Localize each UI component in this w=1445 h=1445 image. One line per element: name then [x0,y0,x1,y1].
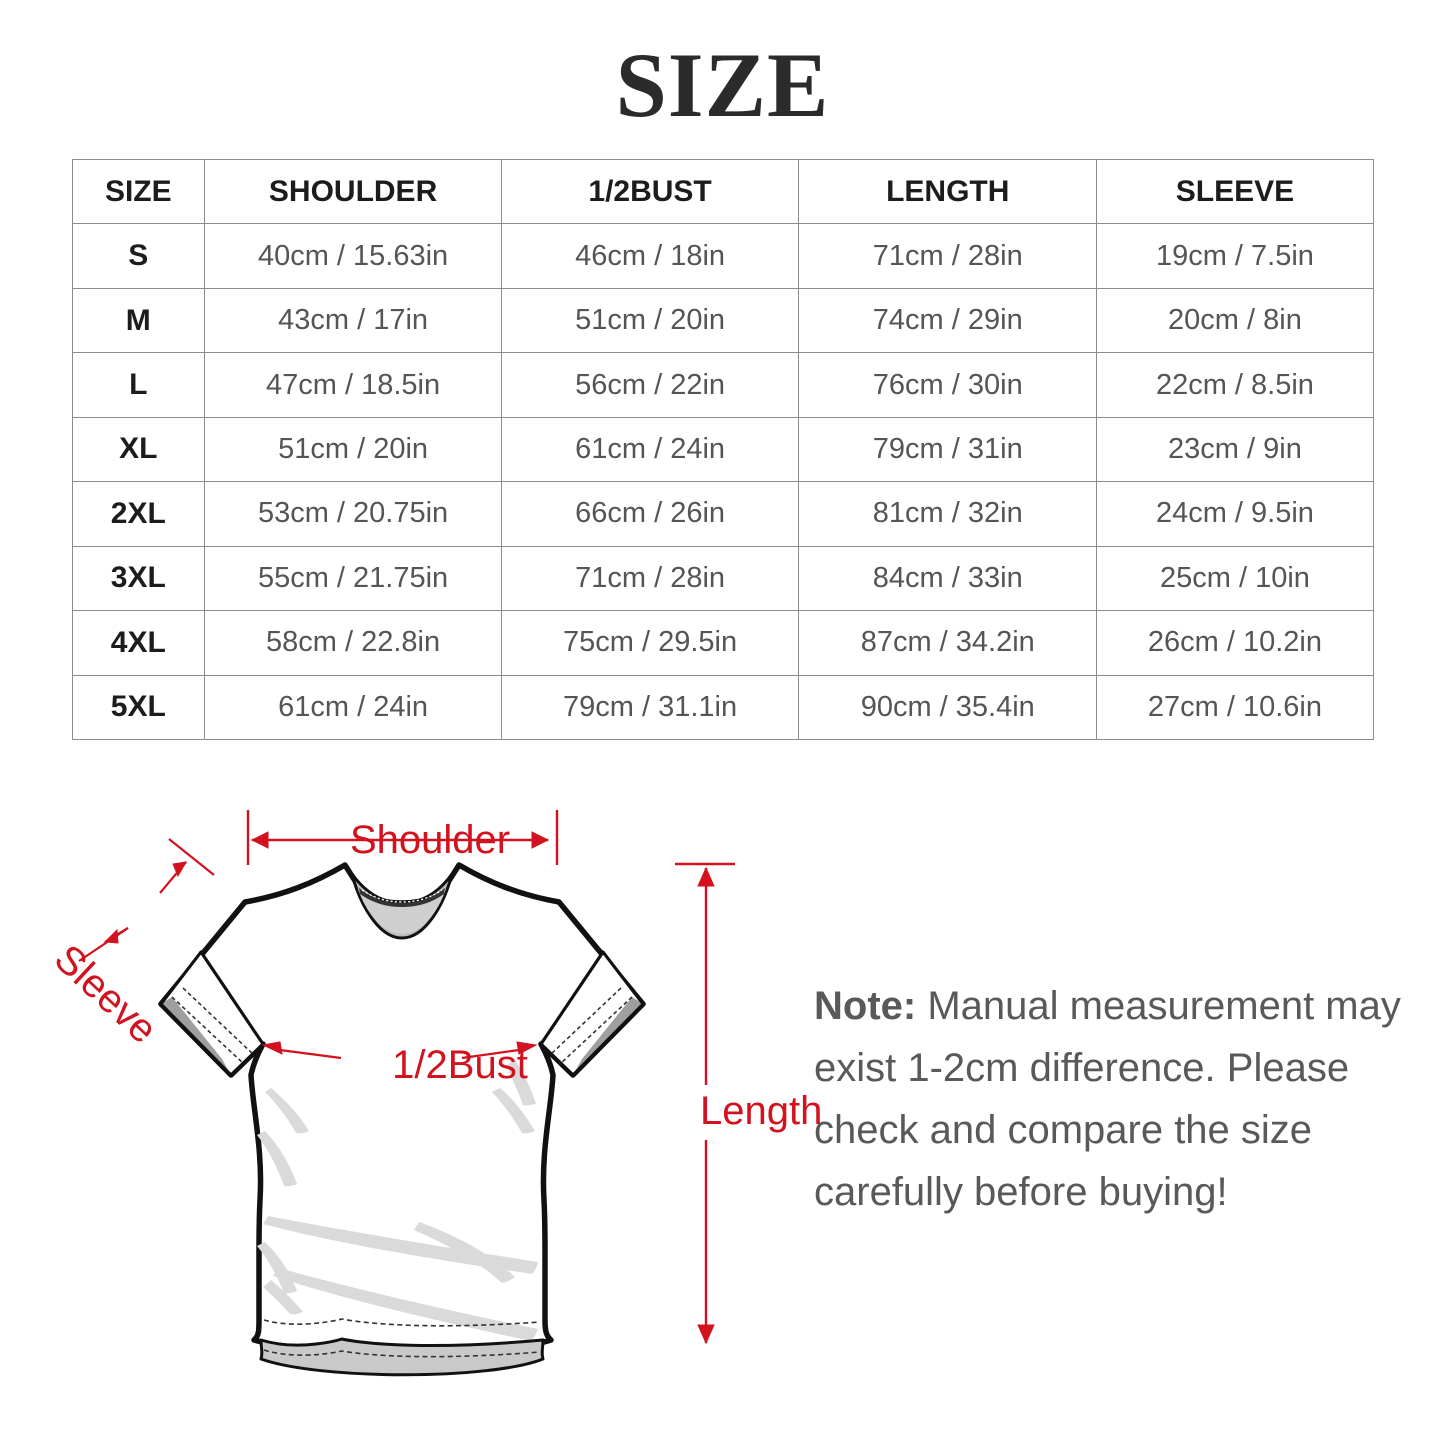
svg-text:1/2Bust: 1/2Bust [392,1043,528,1087]
svg-text:Length: Length [700,1089,822,1133]
svg-text:Shoulder: Shoulder [350,818,510,862]
svg-text:Sleeve: Sleeve [46,936,165,1052]
